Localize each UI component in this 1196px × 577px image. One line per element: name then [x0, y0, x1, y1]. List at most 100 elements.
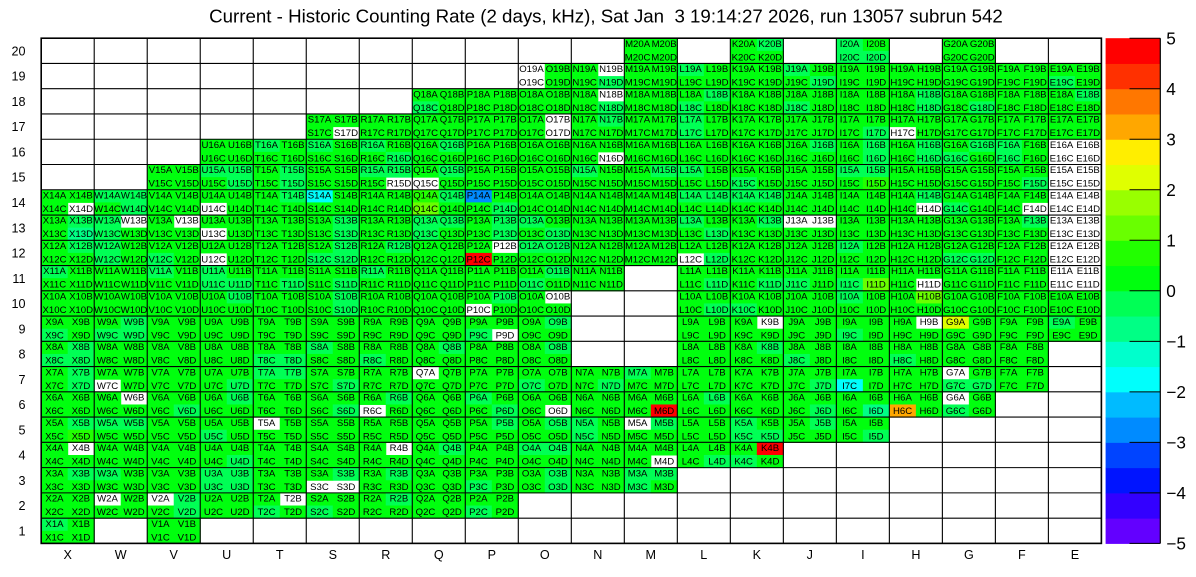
- svg-text:P13A: P13A: [467, 216, 491, 227]
- svg-text:O6A: O6A: [522, 393, 542, 404]
- svg-text:L12C: L12C: [679, 255, 702, 266]
- svg-text:Q: Q: [434, 548, 444, 562]
- svg-text:F16A: F16A: [997, 140, 1021, 151]
- svg-text:S11B: S11B: [335, 266, 358, 277]
- svg-text:N19B: N19B: [599, 64, 623, 75]
- svg-text:P10D: P10D: [493, 305, 517, 316]
- svg-text:R10B: R10B: [387, 292, 411, 303]
- svg-text:X3D: X3D: [72, 482, 91, 493]
- svg-text:W6B: W6B: [124, 393, 145, 404]
- svg-text:4: 4: [1166, 79, 1176, 99]
- svg-text:G18D: G18D: [970, 103, 995, 114]
- svg-text:L5D: L5D: [708, 431, 726, 442]
- svg-text:N12C: N12C: [572, 255, 597, 266]
- svg-text:P3C: P3C: [469, 482, 488, 493]
- svg-text:U13A: U13A: [202, 216, 227, 227]
- svg-text:U7A: U7A: [204, 367, 223, 378]
- svg-text:H13D: H13D: [917, 229, 942, 240]
- svg-text:N14B: N14B: [599, 191, 623, 202]
- svg-text:U8C: U8C: [204, 356, 223, 367]
- svg-text:O3B: O3B: [548, 468, 567, 479]
- svg-text:I14B: I14B: [866, 191, 886, 202]
- svg-text:P2D: P2D: [496, 507, 515, 518]
- svg-text:U3D: U3D: [230, 482, 249, 493]
- svg-text:P17C: P17C: [467, 128, 491, 139]
- svg-text:G20A: G20A: [943, 39, 968, 50]
- svg-text:H17C: H17C: [890, 128, 915, 139]
- svg-text:X14B: X14B: [69, 191, 92, 202]
- svg-text:S2A: S2A: [310, 494, 329, 505]
- svg-text:W12C: W12C: [94, 255, 121, 266]
- svg-text:Q2D: Q2D: [442, 507, 462, 518]
- svg-text:P14A: P14A: [467, 191, 491, 202]
- svg-text:P13C: P13C: [467, 229, 491, 240]
- svg-text:2: 2: [18, 499, 25, 513]
- svg-text:V1D: V1D: [178, 532, 197, 543]
- svg-text:N18D: N18D: [599, 103, 624, 114]
- svg-text:H7B: H7B: [920, 367, 939, 378]
- svg-text:U12A: U12A: [202, 241, 227, 252]
- svg-text:K19D: K19D: [758, 78, 782, 89]
- svg-text:W14C: W14C: [94, 204, 121, 215]
- svg-text:S6D: S6D: [337, 406, 356, 417]
- svg-text:R16D: R16D: [387, 153, 412, 164]
- svg-text:S5A: S5A: [310, 418, 329, 429]
- svg-text:S15A: S15A: [308, 165, 332, 176]
- svg-text:P5B: P5B: [496, 418, 514, 429]
- svg-text:J18B: J18B: [812, 89, 834, 100]
- svg-text:T13D: T13D: [281, 229, 305, 240]
- svg-text:W4B: W4B: [124, 443, 145, 454]
- svg-text:J5D: J5D: [815, 431, 832, 442]
- svg-text:7: 7: [18, 373, 25, 387]
- svg-text:I18B: I18B: [866, 89, 886, 100]
- svg-text:E9D: E9D: [1079, 330, 1098, 341]
- svg-text:X8C: X8C: [45, 356, 64, 367]
- svg-text:T8A: T8A: [258, 342, 276, 353]
- svg-text:J6B: J6B: [815, 393, 832, 404]
- svg-text:F17D: F17D: [1023, 128, 1047, 139]
- svg-text:G14A: G14A: [943, 191, 968, 202]
- svg-text:J13C: J13C: [785, 229, 807, 240]
- svg-text:O4B: O4B: [548, 443, 567, 454]
- svg-text:W10C: W10C: [94, 305, 121, 316]
- svg-text:P13B: P13B: [493, 216, 516, 227]
- svg-text:H18B: H18B: [917, 89, 941, 100]
- svg-text:E10B: E10B: [1076, 292, 1099, 303]
- svg-text:U9C: U9C: [204, 330, 223, 341]
- svg-text:R15D: R15D: [387, 179, 412, 190]
- svg-text:H9D: H9D: [919, 330, 938, 341]
- svg-text:T2C: T2C: [257, 507, 275, 518]
- svg-text:J16C: J16C: [785, 153, 807, 164]
- svg-text:O19B: O19B: [546, 64, 571, 75]
- svg-text:X4D: X4D: [72, 457, 91, 468]
- svg-text:Q14B: Q14B: [440, 191, 465, 202]
- svg-text:G8C: G8C: [946, 356, 966, 367]
- svg-text:R11A: R11A: [361, 266, 385, 277]
- svg-text:X14C: X14C: [43, 204, 67, 215]
- svg-text:X11C: X11C: [43, 280, 66, 291]
- svg-text:X4B: X4B: [72, 443, 90, 454]
- svg-text:G7B: G7B: [972, 367, 991, 378]
- svg-text:Q6C: Q6C: [416, 406, 436, 417]
- svg-text:E19C: E19C: [1050, 78, 1074, 89]
- svg-text:J7A: J7A: [788, 367, 805, 378]
- svg-text:V13B: V13B: [175, 216, 198, 227]
- svg-text:X1C: X1C: [45, 532, 64, 543]
- svg-text:V15D: V15D: [175, 179, 199, 190]
- svg-text:P5C: P5C: [469, 431, 488, 442]
- svg-text:H12C: H12C: [890, 255, 915, 266]
- svg-text:S10A: S10A: [308, 292, 332, 303]
- svg-text:K10A: K10A: [732, 292, 756, 303]
- svg-text:I7D: I7D: [869, 381, 884, 392]
- svg-text:O12D: O12D: [545, 255, 570, 266]
- svg-text:L8D: L8D: [708, 356, 726, 367]
- svg-text:T13C: T13C: [255, 229, 279, 240]
- svg-text:Q12D: Q12D: [439, 255, 464, 266]
- svg-text:M4D: M4D: [654, 457, 674, 468]
- svg-text:R8B: R8B: [390, 342, 409, 353]
- svg-text:L7D: L7D: [708, 381, 726, 392]
- svg-text:U3A: U3A: [204, 468, 223, 479]
- svg-text:K5C: K5C: [734, 431, 753, 442]
- svg-text:E14C: E14C: [1050, 204, 1074, 215]
- svg-text:T8C: T8C: [257, 356, 275, 367]
